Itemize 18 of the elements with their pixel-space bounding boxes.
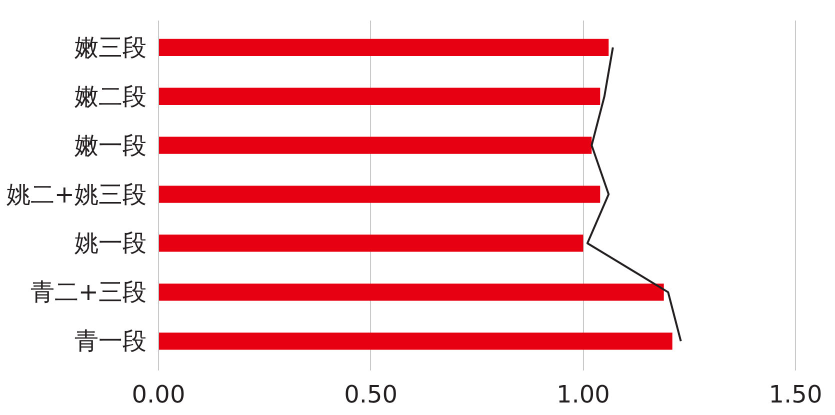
bar bbox=[158, 284, 664, 301]
x-tick-label: 1.50 bbox=[768, 380, 822, 408]
y-tick-label: 嫩二段 bbox=[74, 82, 146, 110]
y-tick-label: 姚二+姚三段 bbox=[6, 180, 146, 208]
y-tick-label: 青一段 bbox=[74, 327, 146, 356]
x-tick-label: 0.00 bbox=[132, 380, 186, 408]
y-tick-label: 嫩一段 bbox=[74, 131, 146, 160]
x-tick-label: 0.50 bbox=[344, 380, 398, 408]
x-tick-label: 1.00 bbox=[556, 380, 610, 408]
bar bbox=[158, 88, 600, 105]
y-tick-label: 嫩三段 bbox=[74, 33, 146, 62]
bar bbox=[158, 38, 609, 56]
bar bbox=[158, 136, 592, 154]
y-tick-label: 姚一段 bbox=[74, 229, 146, 258]
y-tick-label: 青二+三段 bbox=[30, 278, 146, 306]
bar bbox=[158, 186, 600, 203]
bar bbox=[158, 332, 672, 350]
bar bbox=[158, 234, 584, 252]
